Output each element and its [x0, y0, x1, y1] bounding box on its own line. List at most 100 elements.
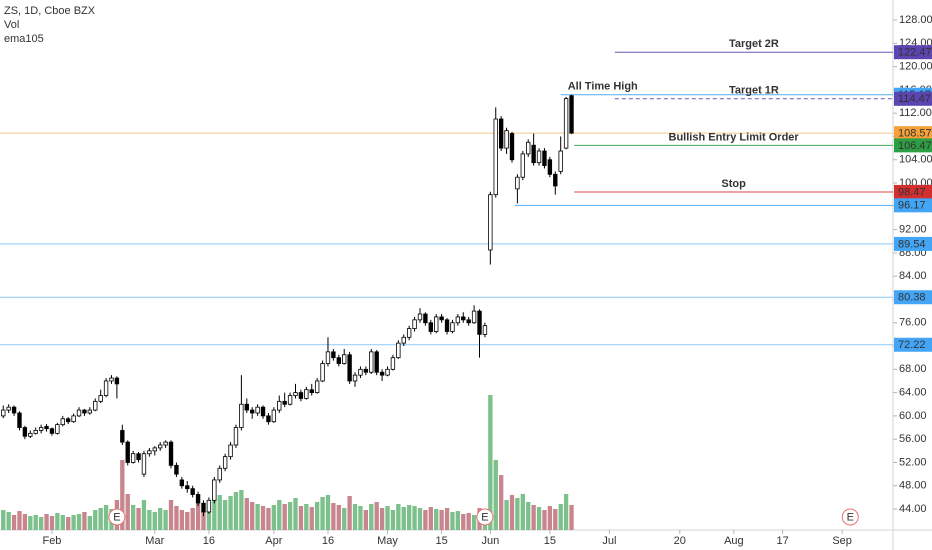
volume-bar [152, 512, 157, 530]
volume-bar [222, 500, 228, 530]
candle-body [455, 316, 461, 324]
volume-bar [439, 510, 444, 530]
volume-bar [455, 511, 461, 530]
x-tick-label: Apr [265, 535, 282, 547]
volume-bar [120, 460, 125, 530]
candle-body [239, 403, 244, 428]
y-tick-label: 112.00 [899, 107, 932, 119]
volume-bar [563, 494, 569, 530]
chart-title: ZS, 1D, Cboe BZX [4, 5, 96, 17]
volume-bar [163, 510, 168, 530]
candle-body [152, 447, 157, 452]
candle-body [526, 141, 531, 155]
candle-body [515, 176, 520, 190]
candle-body [466, 319, 471, 324]
volume-bar [363, 510, 369, 530]
candle-body [336, 357, 341, 364]
candle-body [358, 368, 363, 376]
level-label: Stop [721, 178, 746, 190]
candle-body [250, 409, 255, 414]
level-label: Bullish Entry Limit Order [669, 131, 800, 143]
candle-body [233, 427, 239, 446]
candle-body [417, 313, 423, 321]
candle-body [493, 118, 498, 196]
volume-bar [358, 506, 363, 530]
price-box [894, 138, 932, 153]
volume-bar [266, 508, 271, 530]
candle-body [163, 441, 168, 446]
candle-body [558, 150, 563, 172]
candle-body [141, 453, 147, 475]
candle-body [320, 363, 325, 382]
x-tick-label: May [377, 535, 398, 547]
candle-body [93, 400, 98, 411]
price-box [894, 290, 932, 305]
volume-bar [352, 504, 358, 530]
candle-body [82, 409, 87, 414]
candle-body [38, 427, 44, 431]
candle-body [471, 310, 477, 324]
candle-body [266, 415, 271, 423]
volume-bar [103, 505, 109, 530]
candle-body [168, 441, 174, 466]
volume-bar [444, 508, 450, 530]
x-tick-label: Mar [145, 535, 164, 547]
y-tick-label: 128.00 [899, 14, 932, 26]
volume-bar [450, 512, 455, 530]
volume-bar [325, 495, 331, 530]
volume-bar [271, 505, 277, 530]
price-box-label: 96.17 [898, 200, 926, 212]
indicator-label: Vol [4, 19, 19, 31]
candle-body [563, 98, 569, 149]
earnings-label: E [847, 511, 854, 523]
volume-bar [158, 508, 163, 530]
x-tick-label: Aug [724, 535, 744, 547]
volume-bar [87, 516, 93, 530]
candle-body [390, 357, 396, 370]
price-box [894, 337, 932, 352]
volume-bar [228, 496, 233, 530]
volume-bar [250, 502, 255, 530]
earnings-marker [841, 508, 859, 526]
volume-bar [44, 514, 49, 530]
price-box-label: 89.54 [898, 238, 926, 250]
volume-bar [498, 475, 504, 530]
volume-bar [466, 513, 471, 530]
volume-bar [401, 507, 406, 530]
volume-bar [379, 508, 385, 530]
y-tick-label: 56.00 [899, 433, 927, 445]
level-label: Target 2R [729, 38, 779, 50]
candle-body [450, 322, 455, 332]
volume-bar [309, 507, 314, 530]
candle-body [385, 368, 390, 376]
candle-body [147, 450, 152, 455]
volume-bar [185, 512, 190, 530]
x-tick-label: 16 [203, 535, 215, 547]
volume-bar [125, 494, 130, 530]
price-box-label: 122.47 [898, 47, 932, 59]
price-box-label: 108.57 [898, 128, 932, 140]
candle-body [130, 453, 136, 463]
volume-bar [206, 502, 212, 530]
x-tick-label: 15 [436, 535, 448, 547]
candle-body [304, 389, 309, 399]
volume-bar [526, 502, 531, 530]
volume-bar [255, 504, 260, 530]
candle-body [222, 456, 228, 469]
candle-body [244, 403, 249, 411]
volume-bar [66, 517, 71, 530]
candle-body [412, 319, 417, 329]
candle-body [195, 494, 201, 504]
volume-bar [136, 508, 141, 530]
y-tick-label: 64.00 [899, 387, 927, 399]
x-tick-label: Feb [42, 535, 61, 547]
candle-body [228, 444, 233, 458]
candle-body [406, 328, 412, 338]
indicator-label: ema105 [4, 33, 44, 45]
candle-body [125, 441, 130, 463]
x-tick-label: 17 [776, 535, 788, 547]
candle-body [6, 406, 11, 411]
volume-bar [390, 510, 396, 530]
x-tick-label: 16 [322, 535, 334, 547]
price-box-label: 114.47 [898, 93, 931, 105]
